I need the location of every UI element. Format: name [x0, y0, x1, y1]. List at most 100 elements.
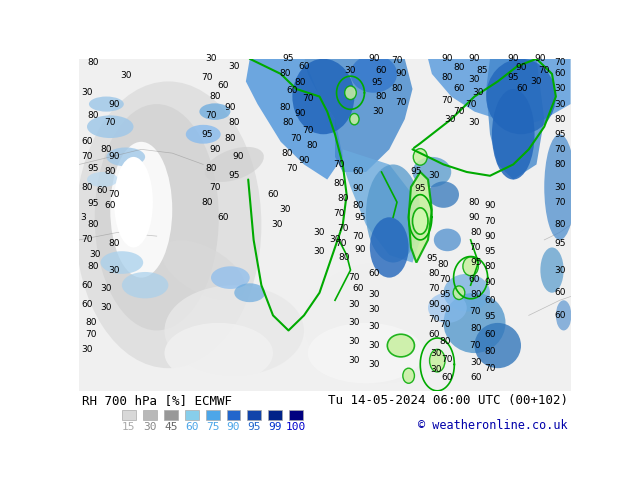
Text: 30: 30 [368, 341, 380, 350]
Text: 95: 95 [484, 312, 496, 321]
Text: 60: 60 [287, 86, 298, 95]
Text: 90: 90 [469, 54, 480, 63]
Text: 80: 80 [87, 111, 99, 120]
Ellipse shape [370, 217, 409, 278]
Text: 90: 90 [429, 299, 440, 309]
Text: 80: 80 [87, 220, 99, 229]
Text: 60: 60 [298, 62, 310, 71]
Text: 60: 60 [554, 70, 566, 78]
Text: 80: 80 [202, 197, 213, 207]
Text: 45: 45 [164, 421, 178, 432]
Text: 80: 80 [81, 183, 93, 192]
Text: 95: 95 [484, 247, 496, 256]
Text: 90: 90 [108, 152, 120, 161]
Text: 75: 75 [206, 421, 219, 432]
Text: 90: 90 [298, 156, 310, 165]
Text: 30: 30 [81, 88, 93, 97]
Text: 90: 90 [108, 99, 120, 109]
Text: 90: 90 [209, 145, 221, 154]
Text: 30: 30 [279, 205, 290, 214]
Text: 30: 30 [349, 318, 360, 327]
Text: 30: 30 [349, 356, 360, 365]
Text: 30: 30 [554, 84, 566, 94]
Ellipse shape [403, 368, 415, 383]
Text: 90: 90 [515, 63, 527, 73]
Text: 80: 80 [391, 84, 403, 94]
Text: 30: 30 [368, 305, 380, 314]
Text: 90: 90 [484, 201, 496, 210]
Text: 30: 30 [349, 299, 360, 309]
Ellipse shape [351, 55, 397, 93]
Text: 70: 70 [538, 66, 550, 74]
Text: 95: 95 [372, 78, 384, 87]
Bar [247, 410, 261, 420]
Text: 80: 80 [339, 253, 350, 262]
Text: 95: 95 [411, 168, 422, 176]
Ellipse shape [199, 103, 230, 120]
Text: 60: 60 [185, 421, 198, 432]
Text: 80: 80 [294, 78, 306, 87]
Text: 80: 80 [554, 160, 566, 169]
Text: 80: 80 [484, 347, 496, 356]
Text: 60: 60 [105, 201, 116, 210]
Ellipse shape [413, 157, 451, 187]
Text: 60: 60 [376, 66, 387, 74]
Text: 80: 80 [105, 168, 116, 176]
Ellipse shape [434, 228, 461, 251]
Text: 90: 90 [227, 421, 240, 432]
Text: 80: 80 [85, 318, 96, 327]
Text: 60: 60 [81, 137, 93, 147]
Text: 60: 60 [517, 84, 528, 94]
Text: 80: 80 [228, 119, 240, 127]
Text: 95: 95 [202, 130, 213, 139]
Text: 70: 70 [465, 99, 476, 109]
Ellipse shape [122, 272, 169, 298]
Text: 80: 80 [470, 290, 482, 299]
Text: 95: 95 [554, 239, 566, 248]
Text: 70: 70 [391, 56, 403, 65]
Text: 15: 15 [122, 421, 136, 432]
Ellipse shape [430, 349, 445, 372]
Ellipse shape [211, 267, 250, 289]
Text: 80: 80 [281, 148, 293, 158]
Text: 80: 80 [279, 103, 290, 112]
Ellipse shape [413, 148, 427, 165]
Text: 70: 70 [469, 307, 480, 316]
Text: 95: 95 [87, 164, 99, 172]
Text: Tu 14-05-2024 06:00 UTC (00+102): Tu 14-05-2024 06:00 UTC (00+102) [328, 394, 567, 408]
Text: 90: 90 [534, 54, 546, 63]
Text: 70: 70 [453, 107, 465, 116]
Ellipse shape [486, 59, 556, 134]
Text: 90: 90 [368, 54, 380, 63]
Ellipse shape [350, 114, 359, 125]
Text: 60: 60 [453, 84, 465, 94]
Text: 30: 30 [314, 228, 325, 237]
Text: 30: 30 [101, 303, 112, 312]
Text: 30: 30 [368, 290, 380, 299]
Text: 80: 80 [437, 260, 450, 269]
Text: 70: 70 [484, 217, 496, 225]
Text: 80: 80 [554, 115, 566, 123]
Text: 60: 60 [368, 270, 380, 278]
Text: 70: 70 [105, 119, 116, 127]
Text: 70: 70 [554, 197, 566, 207]
Text: 70: 70 [290, 134, 302, 143]
Ellipse shape [304, 263, 459, 383]
Text: 60: 60 [353, 285, 364, 294]
Text: 60: 60 [81, 299, 93, 309]
Text: 80: 80 [353, 201, 364, 210]
Text: 30: 30 [108, 266, 120, 274]
Text: 30: 30 [554, 99, 566, 109]
Text: 60: 60 [97, 186, 108, 196]
Ellipse shape [110, 142, 172, 278]
Text: 30: 30 [205, 54, 217, 63]
Text: 90: 90 [484, 232, 496, 241]
Bar [143, 410, 157, 420]
Text: 70: 70 [85, 330, 96, 339]
Text: 60: 60 [81, 281, 93, 290]
Text: 80: 80 [224, 134, 236, 143]
Text: 60: 60 [217, 81, 228, 90]
Text: 90: 90 [395, 70, 406, 78]
Text: 95: 95 [228, 172, 240, 180]
Ellipse shape [444, 274, 490, 312]
